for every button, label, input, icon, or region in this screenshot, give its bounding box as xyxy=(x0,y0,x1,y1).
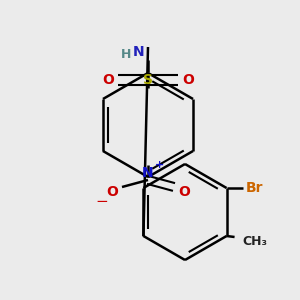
Text: O: O xyxy=(182,73,194,87)
Text: CH₃: CH₃ xyxy=(242,235,267,248)
Text: N: N xyxy=(133,45,145,59)
Text: −: − xyxy=(96,194,108,209)
Text: +: + xyxy=(155,160,165,170)
Text: S: S xyxy=(143,73,153,87)
Text: O: O xyxy=(106,185,118,199)
Text: O: O xyxy=(178,185,190,199)
Text: O: O xyxy=(102,73,114,87)
Text: H: H xyxy=(121,47,131,61)
Text: Br: Br xyxy=(246,181,263,195)
Text: N: N xyxy=(142,166,154,180)
